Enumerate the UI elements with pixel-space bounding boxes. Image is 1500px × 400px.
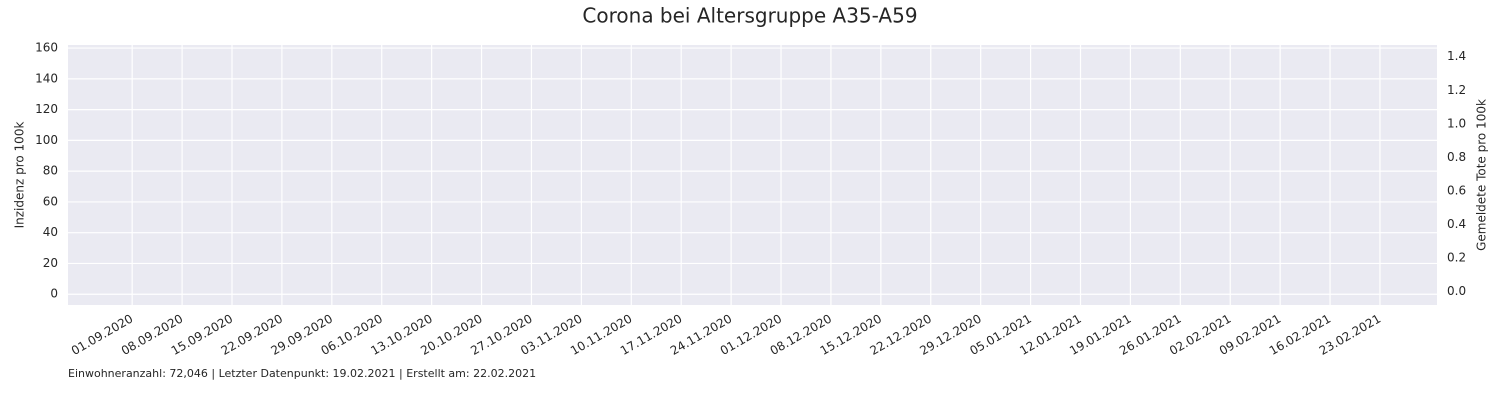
y-axis-label: Inzidenz pro 100k	[13, 122, 27, 229]
y2-tick-label: 0.6	[1447, 183, 1466, 197]
y2-axis-label: Gemeldete Tote pro 100k	[1475, 99, 1489, 251]
y-tick-label: 20	[43, 256, 58, 270]
footnote: Einwohneranzahl: 72,046 | Letzter Datenp…	[68, 367, 536, 380]
y2-tick-label: 1.4	[1447, 49, 1466, 63]
y2-tick-label: 0.8	[1447, 150, 1466, 164]
chart-title: Corona bei Altersgruppe A35-A59	[582, 4, 917, 28]
y-tick-label: 100	[35, 133, 58, 147]
y-tick-label: 120	[35, 102, 58, 116]
y-tick-label: 0	[50, 287, 58, 301]
y-tick-label: 40	[43, 225, 58, 239]
y-tick-label: 140	[35, 71, 58, 85]
y2-tick-label: 0.2	[1447, 251, 1466, 265]
y-tick-label: 80	[43, 164, 58, 178]
y-tick-label: 60	[43, 194, 58, 208]
y2-tick-label: 1.2	[1447, 83, 1466, 97]
y2-tick-label: 0.4	[1447, 217, 1466, 231]
plot-background	[68, 45, 1437, 305]
y2-tick-label: 1.0	[1447, 116, 1466, 130]
y-tick-label: 160	[35, 41, 58, 55]
y2-tick-label: 0.0	[1447, 284, 1466, 298]
